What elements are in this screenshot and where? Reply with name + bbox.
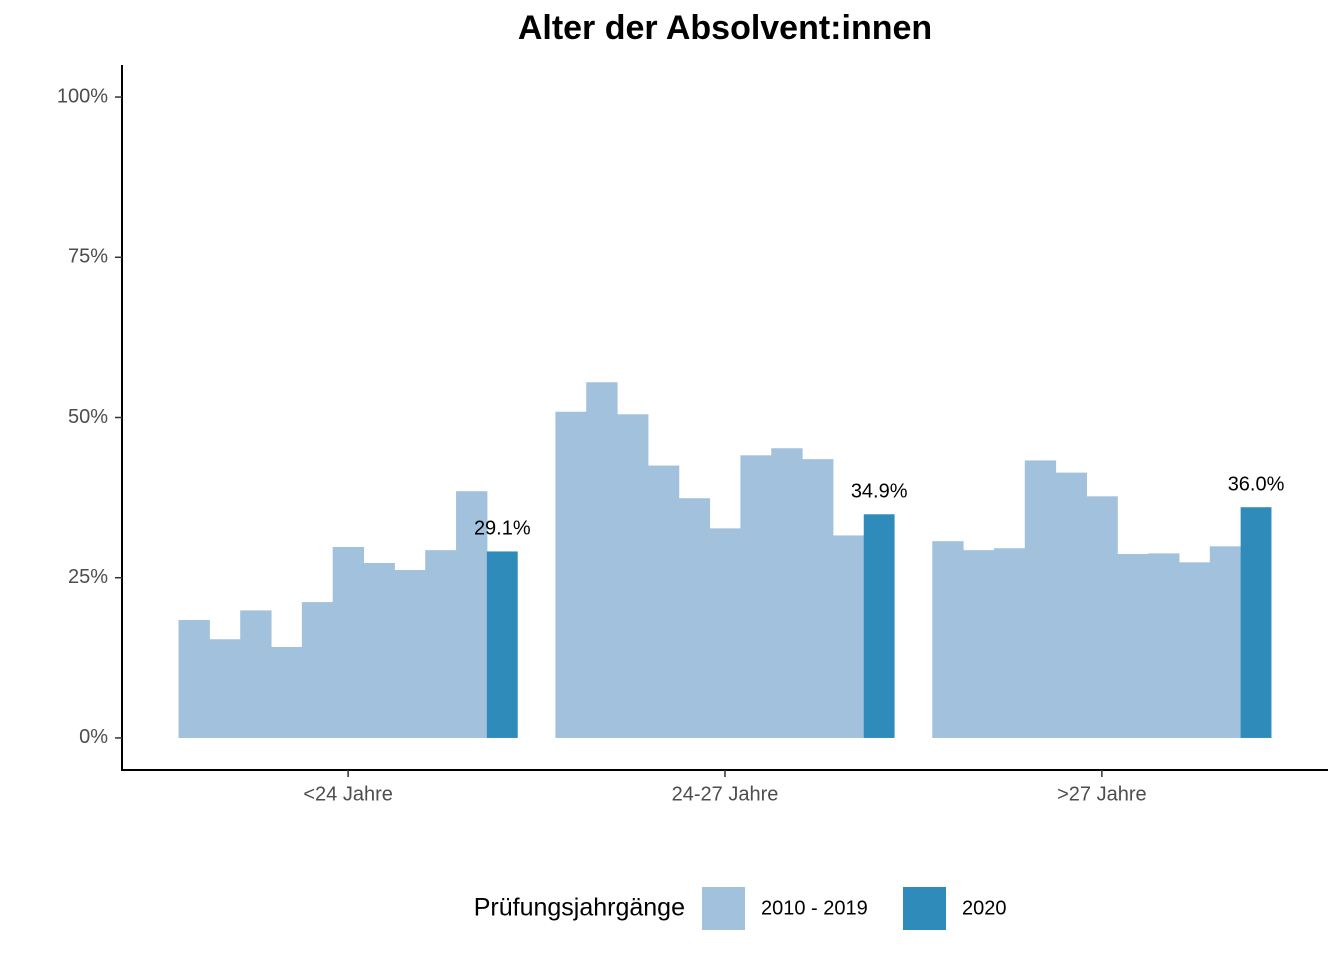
- bar: [740, 455, 772, 738]
- bar: [271, 646, 303, 738]
- bar: [586, 382, 618, 738]
- data-label: 36.0%: [1228, 474, 1285, 496]
- legend-label: 2010 - 2019: [761, 897, 868, 919]
- bar: [932, 541, 964, 738]
- bar: [555, 411, 587, 738]
- bar: [178, 620, 210, 738]
- data-label: 29.1%: [474, 518, 531, 540]
- bar: [617, 414, 649, 738]
- bar: [963, 550, 995, 738]
- bar: [993, 548, 1026, 738]
- chart-title: Alter der Absolvent:innen: [518, 9, 932, 47]
- bar: [456, 491, 488, 738]
- y-tick-label: 0%: [79, 726, 108, 748]
- bar: [678, 498, 711, 738]
- data-label: 34.9%: [851, 481, 908, 503]
- bar: [1209, 546, 1242, 738]
- x-tick-label: <24 Jahre: [303, 783, 393, 805]
- bar: [1086, 496, 1118, 738]
- bar: [709, 528, 741, 738]
- bar: [832, 535, 865, 738]
- legend-label: 2020: [962, 897, 1007, 919]
- legend-swatch: [702, 887, 745, 930]
- bar: [1055, 472, 1087, 738]
- bar: [363, 562, 395, 738]
- x-tick-label: >27 Jahre: [1057, 783, 1147, 805]
- legend-title: Prüfungsjahrgänge: [474, 894, 685, 922]
- x-tick-label: 24-27 Jahre: [672, 783, 779, 805]
- y-tick-label: 100%: [57, 85, 108, 107]
- bar: [802, 459, 834, 738]
- bar: [240, 610, 272, 738]
- bar: [647, 465, 680, 738]
- bar: [1024, 460, 1057, 738]
- bar: [332, 546, 365, 738]
- bar: [486, 551, 518, 738]
- y-tick-label: 25%: [68, 566, 108, 588]
- bar: [394, 570, 426, 738]
- bar: [425, 550, 457, 738]
- bar: [1117, 554, 1149, 738]
- legend-swatch: [903, 887, 946, 930]
- y-tick-label: 50%: [68, 406, 108, 428]
- bar: [209, 639, 241, 738]
- bar: [771, 448, 803, 738]
- bar: [301, 602, 334, 738]
- bar: [1148, 553, 1180, 738]
- bar: [1178, 562, 1211, 738]
- bar: [1240, 507, 1272, 738]
- y-tick-label: 75%: [68, 246, 108, 268]
- bar: [863, 514, 895, 738]
